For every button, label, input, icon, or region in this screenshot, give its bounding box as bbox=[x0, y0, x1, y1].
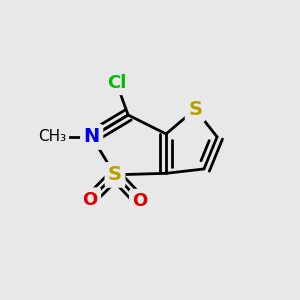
Text: CH₃: CH₃ bbox=[38, 129, 66, 144]
Text: N: N bbox=[83, 128, 100, 146]
Text: O: O bbox=[132, 192, 147, 210]
Text: O: O bbox=[82, 190, 98, 208]
Text: Cl: Cl bbox=[107, 74, 126, 92]
Text: S: S bbox=[188, 100, 202, 119]
Text: S: S bbox=[108, 165, 122, 184]
